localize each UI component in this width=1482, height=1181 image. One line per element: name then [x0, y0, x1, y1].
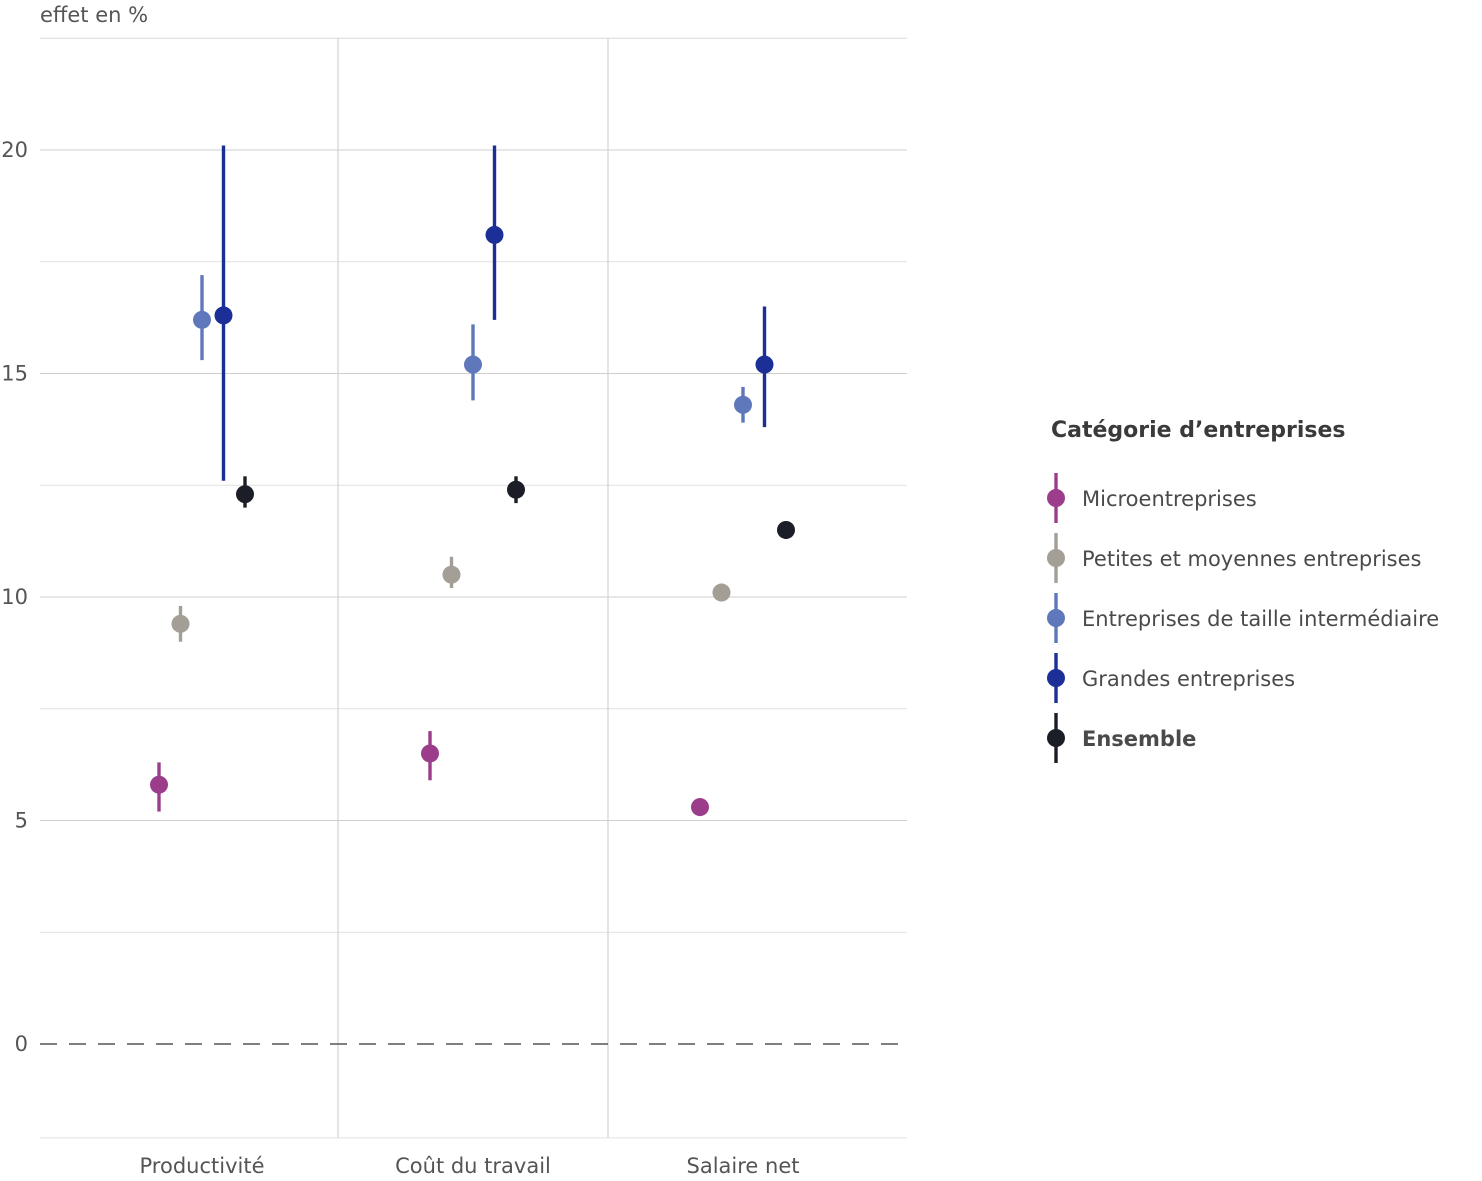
data-point: [777, 520, 795, 539]
legend-label: Microentreprises: [1082, 487, 1257, 511]
x-category-label: Salaire net: [687, 1154, 800, 1178]
data-point: [691, 798, 709, 817]
y-tick-label: 0: [15, 1032, 28, 1056]
data-point: [442, 565, 461, 584]
series-4: [214, 145, 774, 481]
data-point: [193, 310, 211, 329]
series-1: [150, 731, 709, 817]
grid: [40, 37, 907, 1139]
data-point: [421, 744, 439, 763]
x-category-label: Productivité: [140, 1154, 265, 1178]
legend-title: Catégorie d’entreprises: [1051, 418, 1346, 443]
data-point: [150, 775, 168, 794]
legend-key-point: [1047, 609, 1065, 627]
y-tick-label: 10: [1, 585, 28, 609]
y-axis-title: effet en %: [40, 3, 148, 27]
data-point: [236, 485, 254, 504]
legend-item: Petites et moyennes entreprises: [1047, 533, 1421, 583]
data-point: [712, 583, 731, 602]
legend-key-point: [1047, 549, 1065, 567]
y-tick-label: 20: [1, 138, 28, 162]
axes: effet en % 0 5 10 15 20 Productivité Coût du t…: [1, 3, 799, 1178]
data-point: [507, 480, 525, 499]
legend-label: Grandes entreprises: [1082, 667, 1295, 691]
legend-item: Entreprises de taille intermédiaire: [1047, 593, 1439, 643]
y-tick-label: 15: [1, 362, 28, 386]
x-category-label: Coût du travail: [395, 1154, 551, 1178]
y-tick-label: 5: [15, 809, 28, 833]
data-marks: [150, 145, 795, 817]
legend-label: Entreprises de taille intermédiaire: [1082, 607, 1439, 631]
legend-item: Grandes entreprises: [1047, 653, 1295, 703]
data-point: [485, 225, 504, 244]
legend-item: Ensemble: [1047, 713, 1196, 763]
data-point: [755, 355, 774, 374]
series-5: [236, 476, 795, 539]
legend-key-point: [1047, 729, 1065, 747]
data-point: [464, 355, 482, 374]
series-2: [171, 556, 731, 642]
legend-key-point: [1047, 669, 1065, 687]
series-3: [193, 275, 752, 423]
data-point: [214, 306, 233, 325]
legend: Catégorie d’entreprises Microentreprises…: [1047, 418, 1439, 763]
legend-label: Ensemble: [1082, 727, 1196, 751]
data-point: [734, 395, 752, 414]
data-point: [171, 614, 190, 633]
legend-item: Microentreprises: [1047, 473, 1257, 523]
legend-label: Petites et moyennes entreprises: [1082, 547, 1421, 571]
legend-key-point: [1047, 489, 1065, 507]
